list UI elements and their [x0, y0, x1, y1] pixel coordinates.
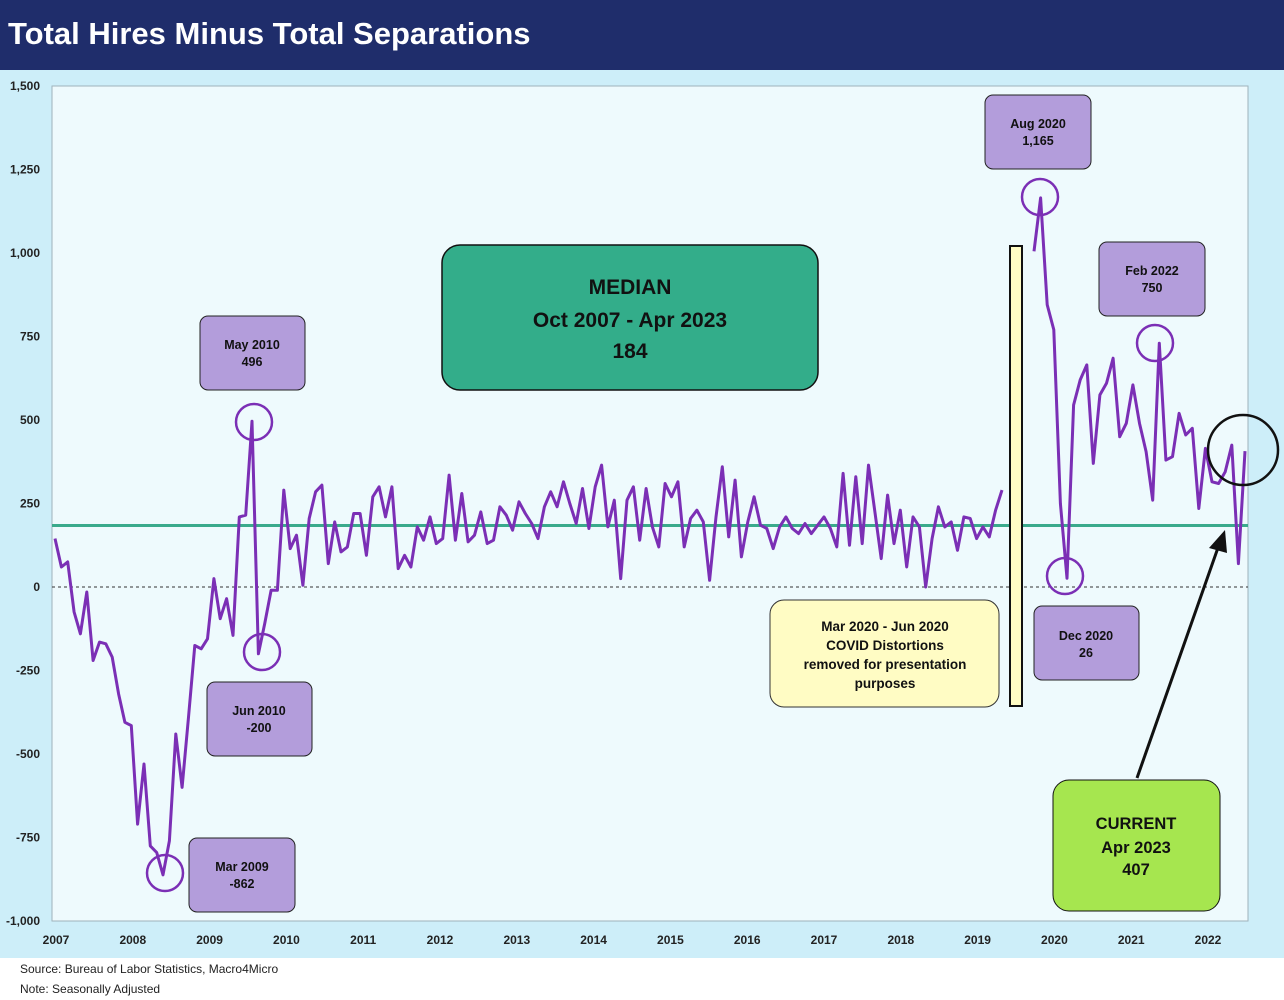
- y-tick-label: 1,000: [10, 246, 40, 260]
- line-chart: 1,500 1,250 1,000 750 500 250 0 -250 -500 -750 -1,…: [6, 79, 1280, 947]
- y-tick-label: -750: [16, 831, 40, 845]
- annotation-date: Jun 2010: [232, 704, 286, 718]
- source-note: Source: Bureau of Labor Statistics, Macr…: [20, 962, 279, 976]
- covid-box-line2: COVID Distortions: [826, 638, 944, 653]
- annotation-date: Aug 2020: [1010, 117, 1066, 131]
- annotation-value: 26: [1079, 646, 1093, 660]
- y-tick-label: 250: [20, 497, 40, 511]
- annotation-mar-2009: Mar 2009 -862: [188, 837, 296, 913]
- covid-box-line1: Mar 2020 - Jun 2020: [821, 619, 949, 634]
- series-line: [53, 419, 1004, 877]
- annotation-aug-2020: Aug 2020 1,165: [984, 94, 1092, 170]
- current-arrow-head: [1209, 530, 1227, 553]
- x-tick-label: 2008: [119, 933, 146, 947]
- current-box-line1: CURRENT: [1096, 815, 1177, 833]
- median-box: MEDIAN Oct 2007 - Apr 2023 184: [441, 244, 819, 391]
- annotation-jun-2010: Jun 2010 -200: [206, 681, 313, 757]
- y-tick-label: 1,250: [10, 163, 40, 177]
- marker-dec-2020: [1045, 556, 1085, 596]
- marker-feb-2022: [1135, 323, 1175, 363]
- x-tick-label: 2007: [43, 933, 70, 947]
- annotation-dec-2020: Dec 2020 26: [1033, 605, 1140, 681]
- annotation-value: 1,165: [1022, 134, 1053, 148]
- seasonal-note: Note: Seasonally Adjusted: [20, 982, 161, 996]
- marker-aug-2020: [1020, 177, 1060, 217]
- x-tick-label: 2017: [811, 933, 838, 947]
- x-tick-label: 2020: [1041, 933, 1068, 947]
- marker-mar-2009: [145, 853, 185, 893]
- x-tick-label: 2019: [964, 933, 991, 947]
- current-box: CURRENT Apr 2023 407: [1052, 779, 1221, 912]
- x-tick-label: 2010: [273, 933, 300, 947]
- current-box-line3: 407: [1122, 861, 1150, 879]
- annotation-date: May 2010: [224, 338, 280, 352]
- covid-divider: [1009, 245, 1023, 707]
- y-axis: 1,500 1,250 1,000 750 500 250 0 -250 -500 -750 -1,…: [6, 79, 40, 928]
- annotation-date: Dec 2020: [1059, 629, 1113, 643]
- current-arrow: [1135, 541, 1222, 779]
- annotation-value: -862: [229, 877, 254, 891]
- current-box-line2: Apr 2023: [1101, 839, 1171, 857]
- x-axis: 2007 2008 2009 2010 2011 2012 2013 2014 2015 2016…: [43, 933, 1222, 947]
- y-tick-label: 500: [20, 413, 40, 427]
- x-tick-label: 2015: [657, 933, 684, 947]
- chart-title: Total Hires Minus Total Separations: [8, 16, 531, 51]
- x-tick-label: 2014: [580, 933, 607, 947]
- y-tick-label: -250: [16, 664, 40, 678]
- median-box-line3: 184: [612, 340, 647, 363]
- covid-box: Mar 2020 - Jun 2020 COVID Distortions re…: [769, 599, 1000, 708]
- annotation-feb-2022: Feb 2022 750: [1098, 241, 1206, 317]
- y-tick-label: -1,000: [6, 914, 40, 928]
- annotation-date: Mar 2009: [215, 860, 269, 874]
- x-tick-label: 2021: [1118, 933, 1145, 947]
- x-tick-label: 2009: [196, 933, 223, 947]
- x-tick-label: 2011: [350, 933, 376, 947]
- covid-box-line4: purposes: [855, 676, 916, 691]
- series-line: [1032, 196, 1247, 580]
- y-tick-label: -500: [16, 747, 40, 761]
- y-tick-label: 1,500: [10, 79, 40, 93]
- y-tick-label: 750: [20, 330, 40, 344]
- x-tick-label: 2022: [1195, 933, 1222, 947]
- marker-jun-2010: [242, 632, 282, 672]
- plot-area: [51, 85, 1249, 922]
- x-tick-label: 2013: [503, 933, 530, 947]
- title-bar: Total Hires Minus Total Separations: [0, 0, 1284, 70]
- annotation-date: Feb 2022: [1125, 264, 1179, 278]
- data-series: [53, 196, 1247, 877]
- annotation-may-2010: May 2010 496: [199, 315, 306, 391]
- annotation-value: 496: [242, 355, 263, 369]
- annotation-value: 750: [1142, 281, 1163, 295]
- annotation-value: -200: [246, 721, 271, 735]
- marker-current: [1206, 413, 1280, 487]
- y-tick-label: 0: [33, 580, 40, 594]
- covid-box-line3: removed for presentation: [804, 657, 967, 672]
- x-tick-label: 2012: [427, 933, 454, 947]
- x-tick-label: 2016: [734, 933, 761, 947]
- marker-may-2010: [234, 402, 274, 442]
- x-tick-label: 2018: [887, 933, 914, 947]
- footer: Source: Bureau of Labor Statistics, Macr…: [0, 958, 1284, 1000]
- median-box-line2: Oct 2007 - Apr 2023: [533, 309, 727, 332]
- median-box-line1: MEDIAN: [589, 276, 672, 299]
